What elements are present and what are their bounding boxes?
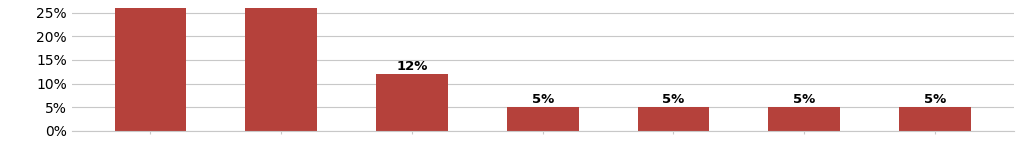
Bar <box>507 107 579 131</box>
Bar <box>246 8 317 131</box>
Bar <box>376 74 447 131</box>
Text: 5%: 5% <box>794 93 815 106</box>
Bar <box>638 107 710 131</box>
Bar <box>768 107 840 131</box>
Text: 5%: 5% <box>663 93 685 106</box>
Text: 5%: 5% <box>531 93 554 106</box>
Text: 12%: 12% <box>396 60 428 73</box>
Bar <box>115 8 186 131</box>
Bar <box>899 107 971 131</box>
Text: 5%: 5% <box>924 93 946 106</box>
